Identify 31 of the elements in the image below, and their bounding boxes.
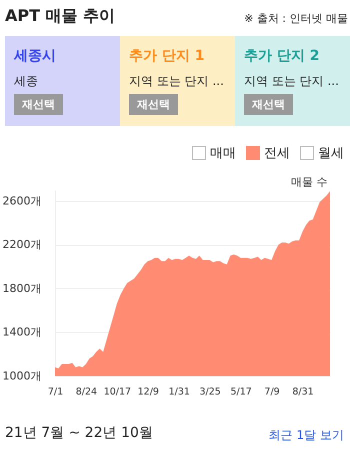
y-tick-label: 1400개	[2, 326, 42, 339]
text: 지역 또는 단지 ...	[129, 73, 224, 90]
x-tick-label: 10/17	[104, 386, 132, 398]
text: 세종시	[14, 47, 56, 65]
y-tick-label: 2600개	[2, 194, 42, 208]
text: 21년 7월 ~ 22년 10월	[5, 424, 153, 442]
y-tick-label: 1000개	[2, 370, 42, 382]
x-tick-label: 3/25	[200, 386, 221, 398]
x-tick-label: 12/9	[138, 386, 159, 398]
y-tick-label: 1800개	[2, 282, 42, 295]
text: 지역 또는 단지 ...	[244, 73, 339, 90]
y-axis-title: 매물 수	[291, 176, 328, 188]
text: 매매	[210, 145, 236, 162]
button: 재선택	[14, 94, 63, 115]
text: 추가 단지 2	[244, 47, 320, 65]
x-tick-label: 8/31	[292, 386, 314, 398]
legend-label: 전세	[264, 145, 290, 162]
x-tick-label: 8/24	[76, 386, 98, 398]
text: 월세	[318, 145, 344, 162]
y-tick-label: 2200개	[2, 238, 42, 252]
button: 재선택	[129, 94, 178, 115]
button: 재선택	[244, 94, 293, 115]
x-tick-label: 7/1	[48, 386, 64, 398]
x-tick-label: 1/31	[168, 386, 190, 398]
x-tick-label: 7/9	[264, 386, 280, 398]
chart-title: APT 매물 추이	[5, 6, 116, 27]
text: ※ 출처 : 인터넷 매물	[244, 11, 348, 26]
text: 세종	[14, 73, 38, 90]
x-tick-label: 5/17	[230, 386, 252, 398]
text: 추가 단지 1	[129, 47, 204, 65]
text: 최근 1달 보기	[268, 427, 344, 444]
